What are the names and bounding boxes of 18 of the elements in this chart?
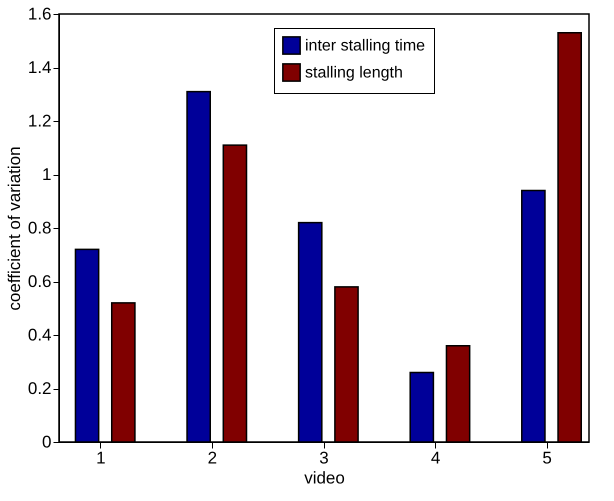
y-tick-label: 1.2	[28, 112, 52, 130]
x-axis-title: video	[304, 468, 345, 488]
x-tick-label: 4	[430, 448, 440, 468]
y-tick-label: 0.2	[28, 379, 52, 398]
y-tick-label: 1.4	[28, 58, 52, 77]
y-tick-label: 1.6	[28, 4, 52, 24]
y-tick-label: 0.6	[28, 272, 52, 291]
x-tick-label: 3	[319, 448, 329, 468]
legend-label: inter stalling time	[305, 38, 426, 54]
y-tick-label: 0	[42, 432, 52, 452]
x-tick-label: 1	[96, 448, 106, 468]
x-tick-label: 2	[208, 448, 218, 468]
y-tick-label: 0.4	[28, 326, 52, 344]
y-tick-label: 1	[42, 165, 52, 184]
y-axis-title: coefficient of variation	[4, 146, 24, 311]
legend-label: stalling length	[305, 64, 403, 82]
y-tick-label: 0.8	[28, 218, 52, 238]
x-tick-label: 5	[542, 448, 552, 468]
